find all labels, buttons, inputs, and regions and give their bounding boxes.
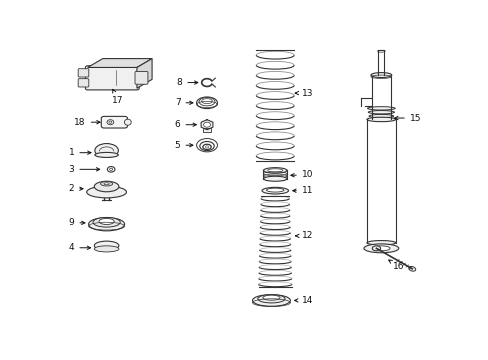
Ellipse shape [366, 240, 395, 245]
Ellipse shape [202, 99, 212, 104]
Ellipse shape [367, 107, 394, 110]
FancyBboxPatch shape [78, 79, 89, 87]
Text: 10: 10 [290, 170, 313, 179]
Text: 11: 11 [292, 186, 313, 195]
Ellipse shape [88, 217, 124, 231]
Text: 12: 12 [295, 231, 312, 240]
Ellipse shape [266, 188, 284, 192]
Ellipse shape [199, 98, 215, 106]
Circle shape [205, 146, 208, 148]
Ellipse shape [408, 266, 415, 271]
Circle shape [107, 167, 115, 172]
Ellipse shape [99, 219, 114, 225]
Polygon shape [201, 120, 212, 130]
Circle shape [109, 168, 112, 170]
Text: 5: 5 [174, 141, 193, 150]
Polygon shape [137, 59, 152, 88]
Text: 4: 4 [69, 243, 90, 252]
Ellipse shape [93, 217, 120, 227]
Circle shape [107, 120, 114, 125]
Ellipse shape [262, 187, 288, 194]
Text: 17: 17 [112, 89, 123, 104]
Ellipse shape [104, 183, 109, 185]
Text: 1: 1 [68, 148, 91, 157]
Ellipse shape [95, 144, 118, 157]
FancyBboxPatch shape [101, 116, 127, 128]
Ellipse shape [257, 294, 285, 303]
Text: 3: 3 [68, 165, 100, 174]
FancyBboxPatch shape [135, 72, 147, 84]
Text: 14: 14 [294, 296, 312, 305]
Ellipse shape [94, 241, 119, 250]
Ellipse shape [95, 152, 118, 157]
Ellipse shape [101, 181, 112, 186]
Text: 9: 9 [68, 218, 85, 227]
Bar [203, 128, 210, 132]
Ellipse shape [263, 295, 280, 300]
Text: 15: 15 [394, 113, 421, 122]
Ellipse shape [368, 114, 393, 118]
Text: 16: 16 [388, 260, 404, 271]
Circle shape [109, 121, 112, 123]
Ellipse shape [377, 50, 385, 52]
Ellipse shape [196, 97, 217, 109]
Ellipse shape [86, 186, 126, 198]
Text: 13: 13 [295, 89, 313, 98]
Ellipse shape [263, 168, 286, 173]
Ellipse shape [363, 244, 398, 253]
Text: 2: 2 [69, 184, 83, 193]
Ellipse shape [367, 111, 394, 114]
Ellipse shape [94, 246, 119, 252]
Text: 6: 6 [174, 120, 196, 129]
Ellipse shape [370, 73, 391, 77]
Circle shape [203, 122, 210, 127]
Ellipse shape [94, 181, 119, 192]
Text: 18: 18 [74, 118, 100, 127]
FancyBboxPatch shape [85, 66, 139, 90]
Ellipse shape [371, 246, 380, 251]
Ellipse shape [372, 246, 389, 251]
Ellipse shape [252, 294, 290, 306]
Ellipse shape [267, 169, 282, 172]
FancyBboxPatch shape [78, 69, 89, 77]
Ellipse shape [366, 117, 395, 122]
Ellipse shape [263, 176, 286, 181]
Polygon shape [87, 59, 152, 67]
Ellipse shape [124, 119, 131, 125]
Text: 7: 7 [174, 98, 193, 107]
Text: 8: 8 [176, 78, 198, 87]
